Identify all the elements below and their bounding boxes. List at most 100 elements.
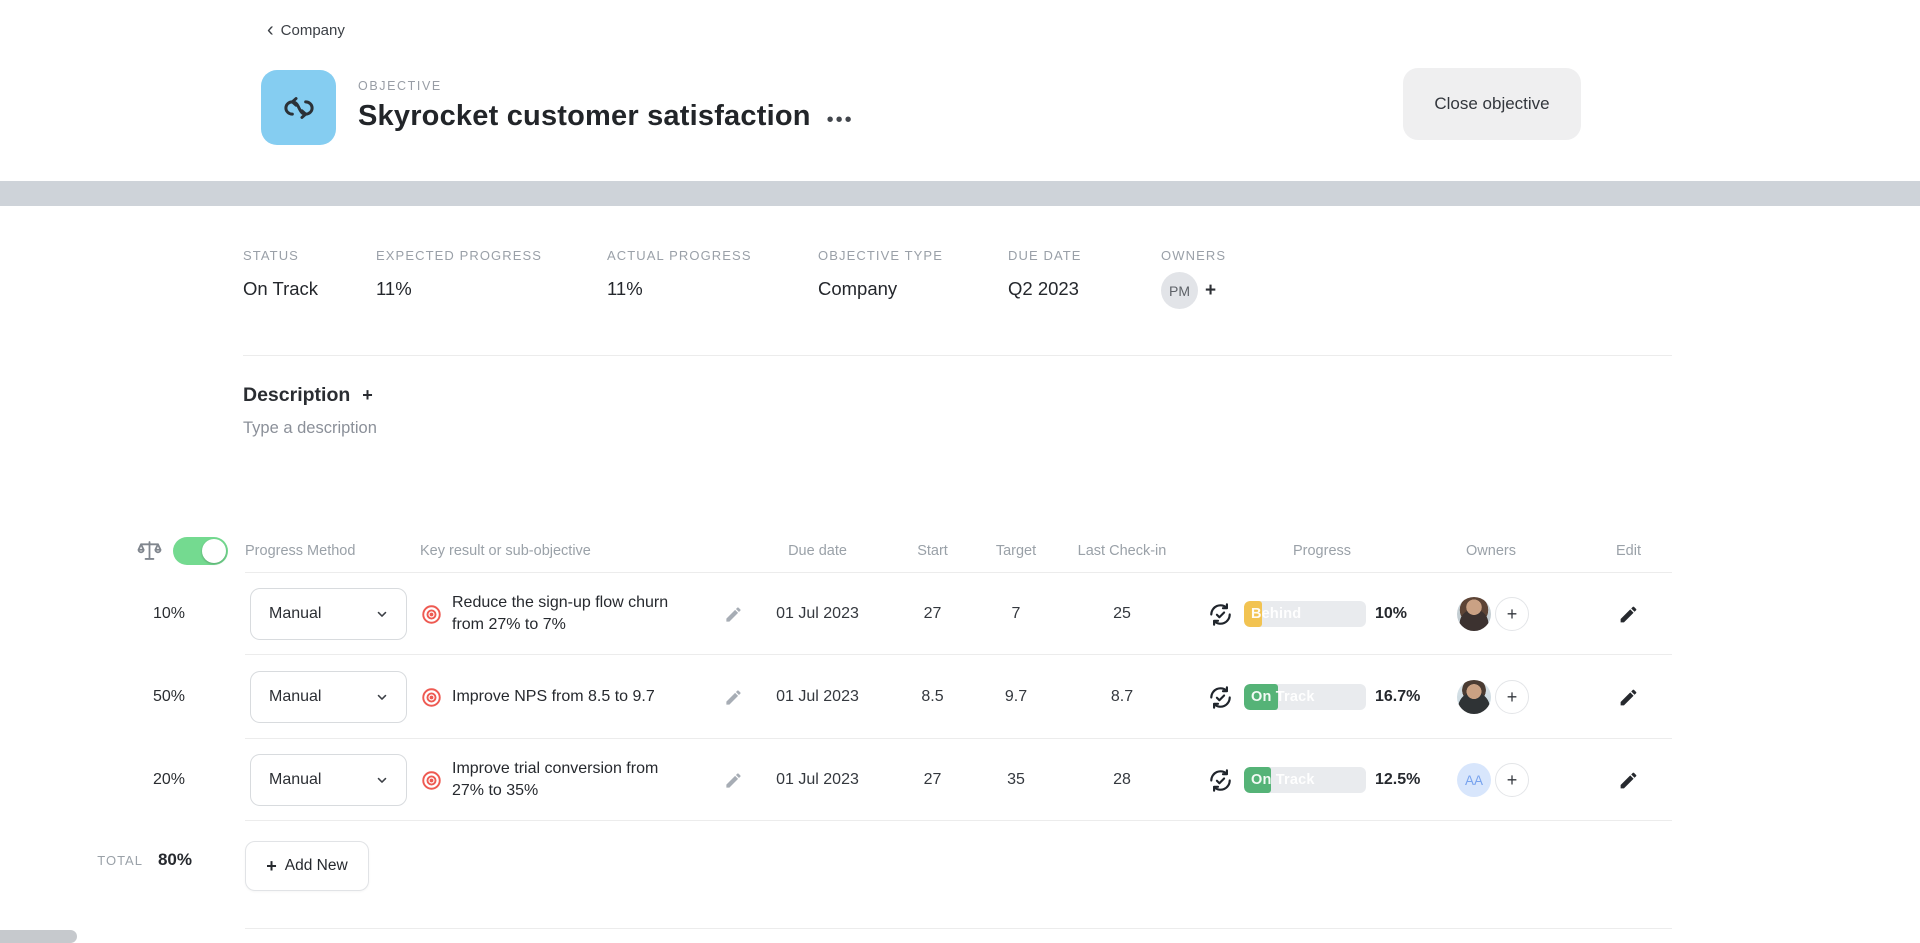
summary-actual-progress: ACTUAL PROGRESS 11%: [607, 248, 818, 309]
progress-method-select[interactable]: Manual: [250, 588, 407, 640]
due-date-cell[interactable]: 01 Jul 2023: [755, 688, 880, 706]
add-description-icon[interactable]: +: [362, 385, 373, 406]
target-icon: [420, 686, 443, 709]
objective-icon: [261, 70, 336, 145]
chevron-down-icon: [375, 690, 389, 704]
chevron-down-icon: [375, 607, 389, 621]
status-label: STATUS: [243, 248, 376, 263]
add-owner-button[interactable]: +: [1495, 763, 1529, 797]
edit-row-button[interactable]: [1618, 770, 1639, 791]
bottom-divider: [245, 928, 1672, 929]
table-footer: TOTAL 80% + Add New: [0, 841, 1672, 891]
objective-type-value: Company: [818, 278, 1008, 300]
add-owner-button[interactable]: +: [1495, 680, 1529, 714]
progress-percent: 12.5%: [1375, 771, 1420, 789]
actual-progress-label: ACTUAL PROGRESS: [607, 248, 818, 263]
status-badge-label: On Track: [1251, 684, 1315, 710]
total-value: 80%: [158, 850, 192, 870]
key-result-title[interactable]: Improve trial conversion from 27% to 35%: [452, 758, 672, 802]
description-placeholder[interactable]: Type a description: [243, 419, 377, 438]
progress-method-select[interactable]: Manual: [250, 754, 407, 806]
owner-avatar[interactable]: PM: [1161, 272, 1198, 309]
expected-progress-value: 11%: [376, 278, 607, 300]
owner-avatar[interactable]: [1457, 597, 1491, 631]
due-date-cell[interactable]: 01 Jul 2023: [755, 605, 880, 623]
key-results-table: Progress Method Key result or sub-object…: [0, 528, 1672, 891]
objective-kicker: OBJECTIVE: [358, 79, 442, 93]
balance-scales-icon: [135, 537, 164, 564]
kebab-menu-icon[interactable]: •••: [827, 101, 854, 132]
horizontal-scrollbar-thumb[interactable]: [0, 930, 77, 943]
target-cell: 35: [985, 771, 1047, 789]
section-divider: [243, 355, 1672, 356]
method-value: Manual: [269, 605, 321, 623]
status-badge: Behind: [1244, 601, 1366, 627]
toggle-knob: [202, 539, 226, 563]
target-icon: [420, 603, 443, 626]
key-result-row: 50% Manual Improve NPS from 8.5 to 9.7: [0, 655, 1672, 739]
last-checkin-cell: 25: [1047, 605, 1197, 623]
checkin-sync-icon[interactable]: [1207, 601, 1234, 628]
edit-row-button[interactable]: [1618, 604, 1639, 625]
start-cell: 27: [880, 771, 985, 789]
add-owner-button[interactable]: +: [1495, 597, 1529, 631]
edit-title-icon[interactable]: [724, 605, 743, 624]
row-weight: 50%: [153, 688, 228, 706]
status-badge: On Track: [1244, 684, 1366, 710]
row-weight: 20%: [153, 771, 228, 789]
start-cell: 8.5: [880, 688, 985, 706]
header-progress-method: Progress Method: [245, 543, 420, 559]
progress-percent: 10%: [1375, 605, 1407, 623]
header-start: Start: [880, 543, 985, 559]
method-value: Manual: [269, 688, 321, 706]
due-date-label: DUE DATE: [1008, 248, 1161, 263]
progress-method-select[interactable]: Manual: [250, 671, 407, 723]
edit-title-icon[interactable]: [724, 771, 743, 790]
last-checkin-cell: 8.7: [1047, 688, 1197, 706]
weights-toggle[interactable]: [173, 537, 228, 565]
objective-type-label: OBJECTIVE TYPE: [818, 248, 1008, 263]
status-badge: On Track: [1244, 767, 1366, 793]
key-result-title[interactable]: Reduce the sign-up flow churn from 27% t…: [452, 592, 672, 636]
summary-owners: OWNERS PM +: [1161, 248, 1226, 309]
due-date-cell[interactable]: 01 Jul 2023: [755, 771, 880, 789]
page-title: Skyrocket customer satisfaction: [358, 100, 811, 133]
target-icon: [420, 769, 443, 792]
status-value: On Track: [243, 278, 376, 300]
breadcrumb-label: Company: [281, 22, 345, 39]
status-badge-label: On Track: [1251, 767, 1315, 793]
method-value: Manual: [269, 771, 321, 789]
breadcrumb[interactable]: ‹ Company: [267, 22, 345, 39]
target-cell: 7: [985, 605, 1047, 623]
add-owner-icon[interactable]: +: [1205, 280, 1216, 302]
key-result-row: 20% Manual Improve trial conversion from…: [0, 739, 1672, 821]
summary-expected-progress: EXPECTED PROGRESS 11%: [376, 248, 607, 309]
header-progress: Progress: [1197, 543, 1437, 559]
objective-detail-page: ‹ Company OBJECTIVE Skyrocket customer s…: [0, 0, 1920, 943]
owner-avatar[interactable]: [1457, 680, 1491, 714]
edit-row-button[interactable]: [1618, 687, 1639, 708]
chevron-down-icon: [375, 773, 389, 787]
header-due-date: Due date: [755, 543, 880, 559]
edit-title-icon[interactable]: [724, 688, 743, 707]
summary-due-date: DUE DATE Q2 2023: [1008, 248, 1161, 309]
progress-band: [0, 181, 1920, 206]
summary-bar: STATUS On Track EXPECTED PROGRESS 11% AC…: [243, 248, 1226, 309]
header-last-checkin: Last Check-in: [1047, 543, 1197, 559]
key-result-row: 10% Manual Reduce the sign-up flow churn…: [0, 573, 1672, 655]
target-cell: 9.7: [985, 688, 1047, 706]
owner-avatar[interactable]: AA: [1457, 763, 1491, 797]
due-date-value: Q2 2023: [1008, 278, 1161, 300]
summary-status: STATUS On Track: [243, 248, 376, 309]
key-result-title[interactable]: Improve NPS from 8.5 to 9.7: [452, 686, 655, 708]
progress-percent: 16.7%: [1375, 688, 1420, 706]
checkin-sync-icon[interactable]: [1207, 684, 1234, 711]
checkin-sync-icon[interactable]: [1207, 767, 1234, 794]
header-target: Target: [985, 543, 1047, 559]
close-objective-button[interactable]: Close objective: [1403, 68, 1581, 140]
description-heading: Description: [243, 384, 350, 407]
summary-objective-type: OBJECTIVE TYPE Company: [818, 248, 1008, 309]
status-badge-label: Behind: [1251, 601, 1301, 627]
header-owners: Owners: [1437, 543, 1585, 559]
add-new-button[interactable]: + Add New: [245, 841, 369, 891]
